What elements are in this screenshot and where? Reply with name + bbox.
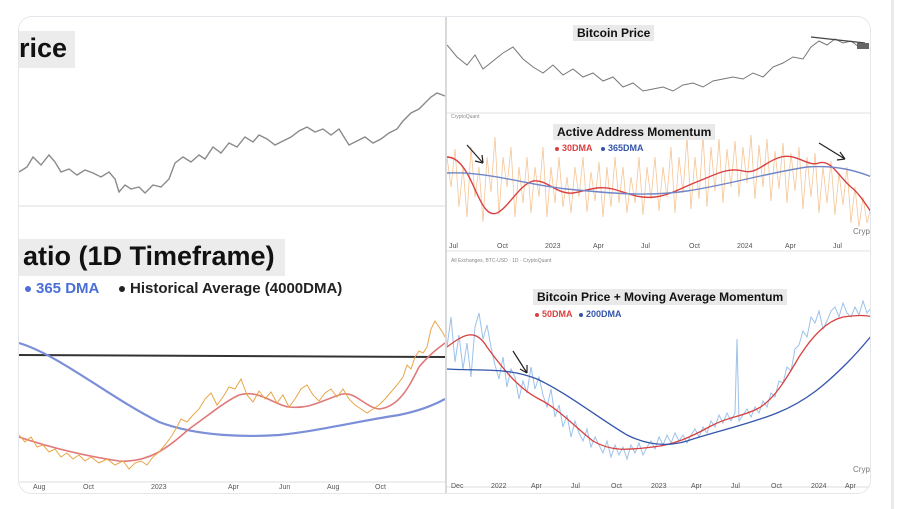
btc-price-line <box>447 38 868 92</box>
legend-365dma-label: 365DMA <box>608 143 644 153</box>
right-x-tick: Apr <box>785 243 796 250</box>
legend-200dma: 200DMA <box>579 309 622 319</box>
left-chart-panel: rice atio (1D Timeframe) 365 DMA Histori… <box>19 17 445 493</box>
left-x-tick: Oct <box>83 484 94 491</box>
legend-50dma-label: 50DMA <box>542 309 573 319</box>
legend-dot-icon <box>555 146 559 151</box>
left-x-tick: Apr <box>228 484 239 491</box>
btc-price-noise <box>447 299 870 461</box>
right-x-tick: Jul <box>833 243 842 250</box>
right-x-tick: Oct <box>689 243 700 250</box>
right-x-tick: Oct <box>771 483 782 490</box>
cryptoquant-label: CryptoQuant <box>451 114 480 120</box>
ma-200dma-line <box>447 336 870 446</box>
right-x-tick: 2022 <box>491 483 507 490</box>
left-x-tick: Aug <box>327 484 340 491</box>
legend-30dma-label: 30DMA <box>562 143 593 153</box>
right-chart-panel: Bitcoin Price CryptoQuant Active Address… <box>445 17 871 493</box>
left-x-tick: Jun <box>279 484 291 491</box>
right-x-tick: Jul <box>449 243 458 250</box>
legend-historical-average: Historical Average (4000DMA) <box>119 280 342 297</box>
active-30dma-line <box>447 155 870 215</box>
legend-30dma: 30DMA <box>555 143 593 153</box>
dma-365-curve <box>19 341 445 438</box>
left-x-tick: 2023 <box>151 484 167 491</box>
right-x-tick: 2023 <box>651 483 667 490</box>
right-x-tick: Jul <box>731 483 740 490</box>
legend-365-dma: 365 DMA <box>25 280 99 297</box>
trend-line <box>810 36 866 44</box>
source-label: All Exchanges, BTC-USD · 1D · CryptoQuan… <box>451 258 552 264</box>
left-x-tick: Aug <box>33 484 46 491</box>
left-x-tick: Oct <box>375 484 386 491</box>
right-x-tick: Apr <box>593 243 604 250</box>
right-x-tick: 2024 <box>811 483 827 490</box>
arrow-icon <box>512 350 528 374</box>
ma-50dma-line <box>447 314 870 450</box>
right-x-tick: Apr <box>691 483 702 490</box>
left-chart-canvas <box>19 92 445 483</box>
top-price-line <box>19 92 445 194</box>
ma-momentum-title: Bitcoin Price + Moving Average Momentum <box>533 289 788 305</box>
legend-dot-icon <box>119 286 125 293</box>
right-x-tick: Dec <box>451 483 464 490</box>
tweet-image-card[interactable]: rice atio (1D Timeframe) 365 DMA Histori… <box>18 16 871 494</box>
right-x-tick: 2023 <box>545 243 561 250</box>
arrow-icon <box>818 142 846 161</box>
active-address-noise <box>447 134 870 228</box>
bitcoin-price-title: Bitcoin Price <box>573 25 655 41</box>
right-x-tick: Oct <box>611 483 622 490</box>
price-marker <box>857 43 869 49</box>
right-x-tick: Apr <box>845 483 856 490</box>
left-ratio-title: atio (1D Timeframe) <box>19 239 285 276</box>
active-address-title: Active Address Momentum <box>553 124 716 140</box>
legend-365-dma-label: 365 DMA <box>36 280 100 297</box>
historical-average-line <box>19 354 445 358</box>
legend-dot-icon <box>25 286 31 293</box>
watermark-2: Crypt <box>853 465 871 474</box>
right-x-tick: Oct <box>497 243 508 250</box>
right-chart-canvas <box>447 36 870 488</box>
short-ma-curve <box>19 342 445 462</box>
right-x-tick: Jul <box>571 483 580 490</box>
right-x-tick: Apr <box>531 483 542 490</box>
ratio-line <box>19 320 445 470</box>
watermark-1: Crypt <box>853 227 871 236</box>
arrow-icon <box>466 144 484 164</box>
right-x-tick: Jul <box>641 243 650 250</box>
left-top-title: rice <box>19 31 76 68</box>
legend-dot-icon <box>601 146 605 151</box>
right-x-tick: 2024 <box>737 243 753 250</box>
legend-200dma-label: 200DMA <box>586 309 622 319</box>
legend-historical-average-label: Historical Average (4000DMA) <box>130 280 343 297</box>
legend-dot-icon <box>535 312 539 317</box>
legend-365dma: 365DMA <box>601 143 644 153</box>
legend-50dma: 50DMA <box>535 309 573 319</box>
active-365dma-line <box>447 165 870 195</box>
legend-dot-icon <box>579 312 583 317</box>
page-scrollbar[interactable] <box>891 0 894 509</box>
